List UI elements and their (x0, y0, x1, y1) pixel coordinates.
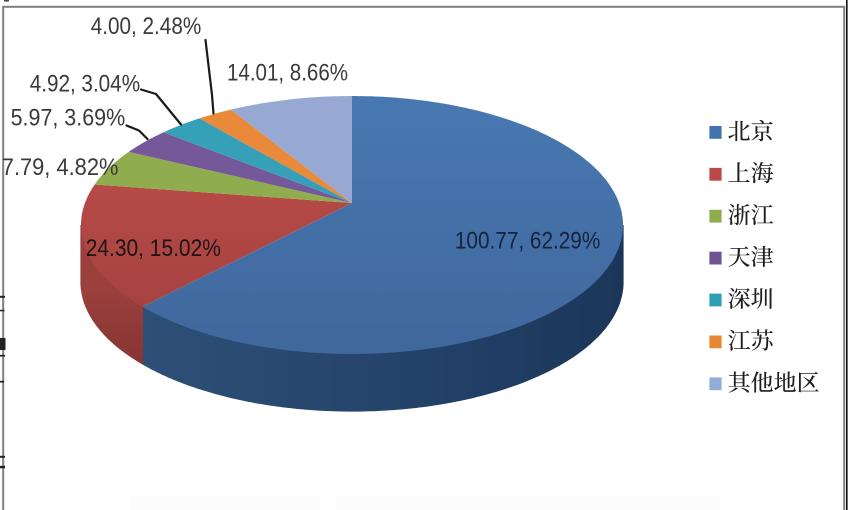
svg-text:14.01, 8.66%: 14.01, 8.66% (227, 60, 348, 87)
svg-text:4.00, 2.48%: 4.00, 2.48% (91, 13, 202, 40)
svg-text:4.92, 3.04%: 4.92, 3.04% (30, 70, 140, 97)
svg-text:5.97, 3.69%: 5.97, 3.69% (11, 104, 126, 131)
svg-text:7.79, 4.82%: 7.79, 4.82% (2, 154, 119, 181)
svg-text:100.77, 62.29%: 100.77, 62.29% (455, 228, 600, 255)
svg-text:24.30, 15.02%: 24.30, 15.02% (86, 235, 221, 262)
